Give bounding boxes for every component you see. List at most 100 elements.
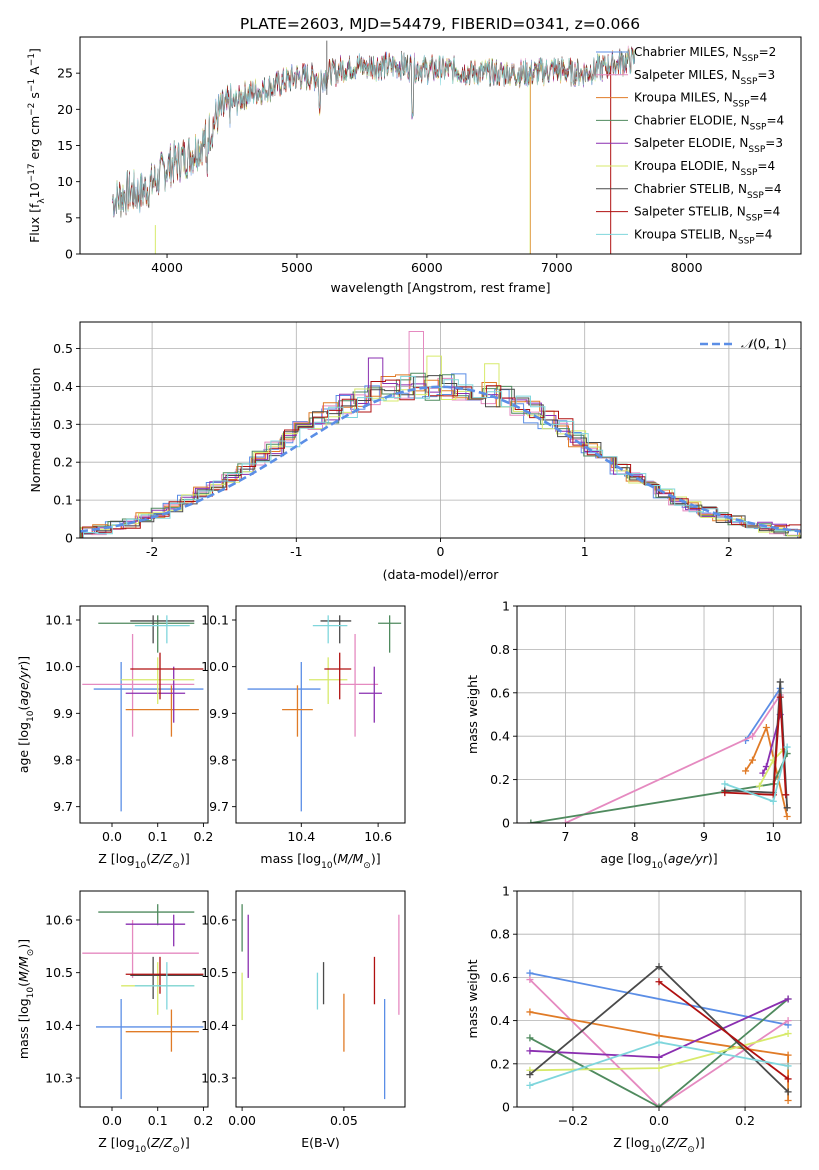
z_vs_age-panel: 0.0 0.1 0.2 9.7 9.8 9.9 10.0 10.1 Z [log10(Z/Z⊙)… <box>16 605 213 871</box>
legend-label: Salpeter STELIB, NSSP=4 <box>634 205 780 224</box>
x-tick-label: -1 <box>290 544 302 559</box>
axes-frame <box>235 605 406 824</box>
histogram-salpeter_stelib <box>82 379 801 538</box>
x-tick-label: 8000 <box>671 260 703 275</box>
legend-label: Salpeter ELODIE, NSSP=3 <box>634 136 783 155</box>
x-axis-label: Z [log10(Z/Z⊙)] <box>613 1135 704 1155</box>
spectrum-line-chabrier_elodie <box>112 50 635 215</box>
y-tick-label: 10.3 <box>45 1071 73 1086</box>
y-axis-label: Flux [fλ10−17 erg cm−2 s−1 A−1] <box>27 48 47 243</box>
axes-frame <box>79 321 802 539</box>
weight-marker <box>655 1103 663 1107</box>
weight-marker <box>776 678 784 686</box>
spectrum-lines <box>112 40 635 254</box>
weight-line-chabrier_miles <box>529 972 789 1026</box>
error-bars <box>82 615 204 812</box>
x-tick-label: 0.2 <box>193 829 213 844</box>
y-tick-label: 9.8 <box>53 753 73 768</box>
y-tick-label: 10.1 <box>201 613 229 628</box>
y-tick-label: 0.8 <box>490 927 510 942</box>
weight-line-kroupa_miles <box>744 724 788 817</box>
error-bars <box>247 615 402 812</box>
y-tick-label: 1 <box>502 884 510 899</box>
y-tick-label: 10.0 <box>45 659 73 674</box>
y-tick-label: 0.6 <box>490 685 510 700</box>
weight-lines <box>527 678 791 823</box>
y-tick-label: 0 <box>65 247 73 262</box>
weight-marker <box>526 1071 534 1079</box>
x-tick-label: 0.2 <box>735 1113 755 1128</box>
x-tick-label: 0 <box>437 544 445 559</box>
weight-marker <box>762 724 770 732</box>
histogram-kroupa_miles <box>80 374 800 538</box>
axes-frame <box>235 890 406 1108</box>
y-tick-label: 10.1 <box>45 613 73 628</box>
y-tick-label: 9.7 <box>53 799 73 814</box>
weight-marker <box>784 1075 792 1083</box>
histogram-chabrier_miles <box>80 373 798 538</box>
weight-marker <box>526 1047 534 1055</box>
y-axis-label: mass weight <box>465 675 480 754</box>
x-axis-label: Z [log10(Z/Z⊙)] <box>98 851 189 871</box>
y-tick-label: 0 <box>502 1100 510 1115</box>
weight-marker <box>655 1032 663 1040</box>
mass_vs_age-panel: 10.4 10.6 9.7 9.8 9.9 10.0 10.1 mass [log10(M/M… <box>201 605 406 871</box>
weight-marker <box>655 1064 663 1072</box>
y-tick-label: 5 <box>65 210 73 225</box>
weight-line-chabrier_elodie <box>530 753 788 823</box>
x-tick-label: 10.4 <box>287 829 315 844</box>
histogram-salpeter_miles <box>80 331 799 538</box>
y-tick-label: 0.2 <box>490 1056 510 1071</box>
x-tick-label: 0.0 <box>102 829 122 844</box>
x-tick-label: −0.2 <box>558 1113 588 1128</box>
weight-marker <box>655 1053 663 1061</box>
weight-marker <box>655 963 663 971</box>
histogram-kroupa_elodie <box>80 355 801 538</box>
weight-marker <box>526 976 534 984</box>
x-tick-label: 7000 <box>541 260 573 275</box>
x-tick-label: 0.1 <box>148 1113 168 1128</box>
legend-label: Salpeter MILES, NSSP=3 <box>634 68 775 87</box>
z_vs_mass-panel: 0.0 0.1 0.2 10.3 10.4 10.5 10.6 Z [log10(Z/Z⊙)]… <box>16 890 213 1155</box>
x-tick-label: 6000 <box>411 260 443 275</box>
figure-title: PLATE=2603, MJD=54479, FIBERID=0341, z=0… <box>240 15 640 33</box>
weight-line-salpeter_miles <box>565 694 781 823</box>
y-tick-label: 0.4 <box>53 379 73 394</box>
weight-marker <box>527 819 535 823</box>
weight-marker <box>749 732 757 740</box>
x-axis-label: Z [log10(Z/Z⊙)] <box>98 1135 189 1155</box>
y-tick-label: 10.5 <box>201 965 229 980</box>
weight-marker <box>762 763 770 771</box>
axes-frame <box>516 890 802 1108</box>
weight-marker <box>784 1088 792 1096</box>
x-tick-label: 0.00 <box>228 1113 256 1128</box>
y-tick-label: 9.9 <box>53 706 73 721</box>
weight-marker <box>784 1062 792 1070</box>
histogram-kroupa_stelib <box>82 375 801 538</box>
y-tick-label: 0 <box>65 531 73 546</box>
histogram-chabrier_stelib <box>81 375 801 538</box>
weight-marker <box>784 1051 792 1059</box>
axes-frame <box>79 605 209 824</box>
x-tick-label: -2 <box>146 544 158 559</box>
legend-label: 𝒩(0, 1) <box>741 336 787 351</box>
legend-label: Kroupa ELODIE, NSSP=4 <box>634 159 775 178</box>
weight-marker <box>655 1038 663 1046</box>
residuals-panel: -2 -1 0 1 2 0 0.1 0.2 0.3 0.4 0.5 (data-model)/erro… <box>28 321 802 582</box>
x-tick-label: 10 <box>765 829 781 844</box>
x-axis-label: E(B-V) <box>301 1135 340 1150</box>
weight-marker <box>755 782 763 790</box>
x-tick-label: 0.05 <box>330 1113 358 1128</box>
weight-marker <box>784 995 792 1003</box>
y-tick-label: 10.5 <box>45 965 73 980</box>
y-tick-label: 20 <box>57 102 73 117</box>
z_vs_weight-panel: −0.2 0.0 0.2 0 0.2 0.4 0.6 0.8 1 Z [log10(Z/Z⊙)] m… <box>465 884 802 1155</box>
y-tick-label: 0.8 <box>490 642 510 657</box>
histogram-lines <box>80 331 801 538</box>
error-bars <box>241 904 400 1100</box>
x-axis-label: mass [log10(M/M⊙)] <box>260 851 380 871</box>
y-tick-label: 9.7 <box>209 799 229 814</box>
x-tick-label: 0.2 <box>193 1113 213 1128</box>
weight-marker <box>769 797 777 805</box>
y-tick-label: 0.2 <box>53 455 73 470</box>
